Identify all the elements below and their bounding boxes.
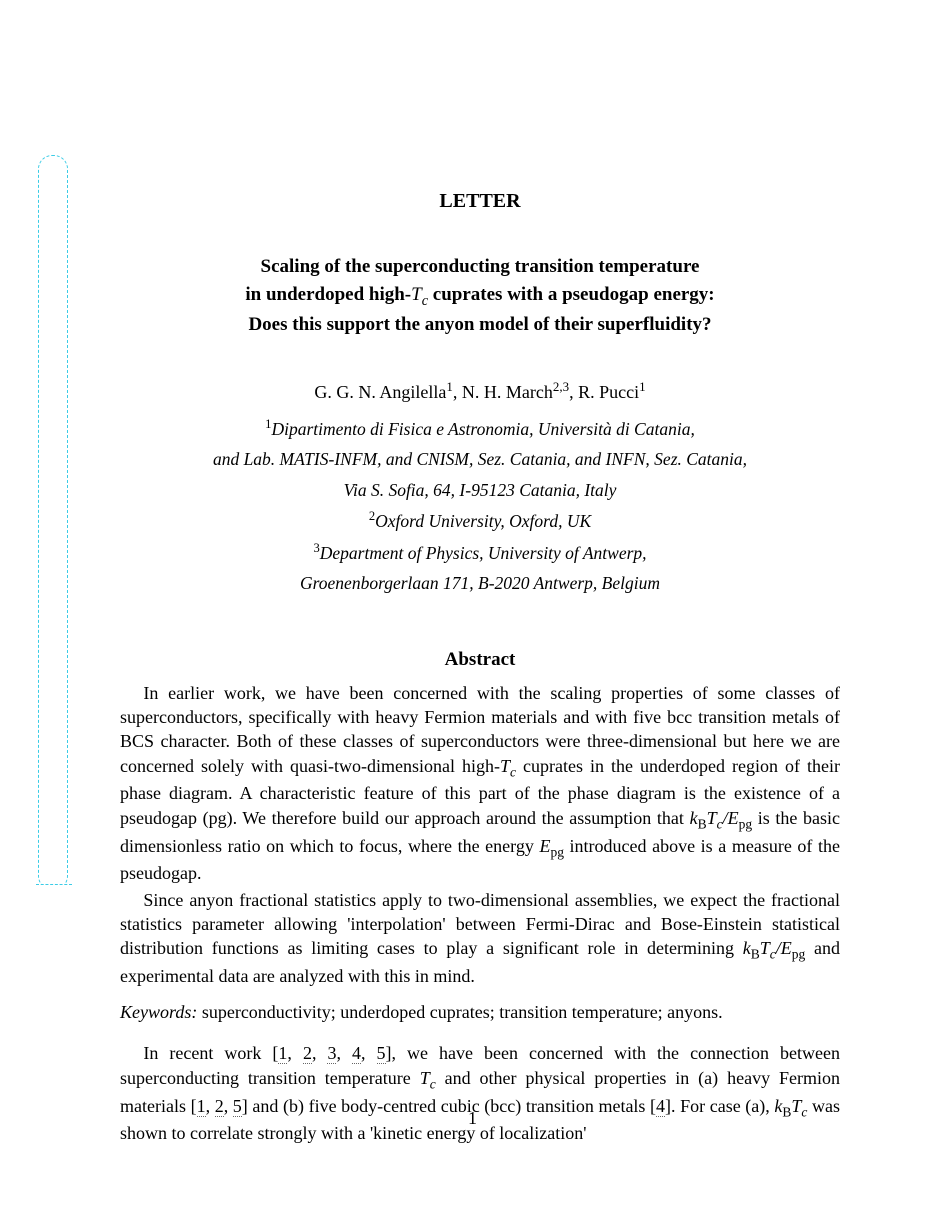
arxiv-side-marker <box>38 155 68 890</box>
affil-3: Via S. Sofia, 64, I-95123 Catania, Italy <box>344 480 617 500</box>
paper-content: LETTER Scaling of the superconducting tr… <box>120 190 840 1146</box>
keywords-text: superconductivity; underdoped cuprates; … <box>197 1002 722 1022</box>
abs-p1-E2: E <box>539 836 550 856</box>
abs-p2-pg: pg <box>792 947 806 962</box>
title-line-2-pre: in underdoped high- <box>245 284 411 305</box>
author-2-sup: 2,3 <box>553 379 569 394</box>
abstract-para-2: Since anyon fractional statistics apply … <box>120 888 840 989</box>
ref-2[interactable]: 2 <box>303 1043 312 1064</box>
abstract-heading: Abstract <box>120 649 840 671</box>
abs-p1-E: E <box>728 808 739 828</box>
keywords: Keywords: superconductivity; underdoped … <box>120 1002 840 1023</box>
title-line-1: Scaling of the superconducting transitio… <box>261 256 700 277</box>
abs-p2-a: Since anyon fractional statistics apply … <box>120 890 840 959</box>
abs-p1-kb: k <box>690 808 698 828</box>
abs-p2-kb: k <box>743 938 751 958</box>
abs-p1-pg: pg <box>739 816 753 831</box>
intro-c3: , <box>336 1043 352 1063</box>
abs-p2-B: B <box>751 947 760 962</box>
affil-2: and Lab. MATIS-INFM, and CNISM, Sez. Cat… <box>213 449 747 469</box>
affil-6: Groenenborgerlaan 171, B-2020 Antwerp, B… <box>300 573 660 593</box>
ref-4[interactable]: 4 <box>352 1043 361 1064</box>
intro-c4: , <box>361 1043 377 1063</box>
author-3-sup: 1 <box>639 379 645 394</box>
page-number: 1 <box>0 1108 945 1129</box>
abstract-body: In earlier work, we have been concerned … <box>120 681 840 989</box>
abs-p1-pg2: pg <box>550 844 564 859</box>
intro-tcT: T <box>420 1068 430 1088</box>
intro-paragraph: In recent work [1, 2, 3, 4, 5], we have … <box>120 1041 840 1145</box>
abs-p1-T: T <box>707 808 717 828</box>
title-line-3: Does this support the anyon model of the… <box>248 314 711 335</box>
intro-a: In recent work [ <box>143 1043 278 1063</box>
abs-p2-T: T <box>760 938 770 958</box>
authors: G. G. N. Angilella1, N. H. March2,3, R. … <box>120 379 840 403</box>
title-tc-T: T <box>411 284 422 305</box>
affil-4: Oxford University, Oxford, UK <box>375 511 591 531</box>
author-3: R. Pucci <box>578 382 639 402</box>
paper-title: Scaling of the superconducting transitio… <box>120 253 840 339</box>
intro-c2: , <box>312 1043 328 1063</box>
abs-p2-E: E <box>781 938 792 958</box>
author-2: N. H. March <box>462 382 553 402</box>
keywords-label: Keywords: <box>120 1002 197 1022</box>
author-1-sup: 1 <box>446 379 452 394</box>
abstract-para-1: In earlier work, we have been concerned … <box>120 681 840 886</box>
letter-heading: LETTER <box>120 190 840 213</box>
abs-p1-B: B <box>698 816 707 831</box>
affil-5: Department of Physics, University of Ant… <box>320 543 647 563</box>
intro-c1: , <box>287 1043 303 1063</box>
affil-1: Dipartimento di Fisica e Astronomia, Uni… <box>271 418 694 438</box>
author-1: G. G. N. Angilella <box>314 382 446 402</box>
affiliations: 1Dipartimento di Fisica e Astronomia, Un… <box>120 413 840 599</box>
ref-5[interactable]: 5 <box>377 1043 386 1064</box>
title-line-2-post: cuprates with a pseudogap energy: <box>428 284 715 305</box>
abs-p1-tcT: T <box>500 756 510 776</box>
